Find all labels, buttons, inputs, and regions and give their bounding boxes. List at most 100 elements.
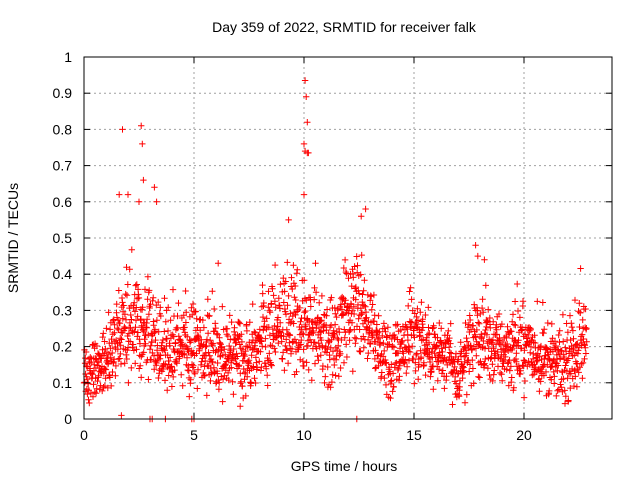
data-point <box>456 383 463 391</box>
data-point <box>206 312 213 319</box>
data-point <box>404 336 412 344</box>
data-point <box>509 345 516 352</box>
data-point <box>145 376 152 383</box>
data-point <box>351 334 359 341</box>
data-point <box>117 360 125 368</box>
data-point <box>463 338 471 345</box>
data-point <box>406 348 414 356</box>
data-point <box>343 341 350 348</box>
data-point <box>576 364 583 371</box>
y-tick-label: 0.3 <box>53 302 73 318</box>
data-point <box>411 334 418 341</box>
data-point <box>151 326 159 333</box>
data-point <box>540 372 548 379</box>
data-point <box>480 337 487 345</box>
data-point <box>536 388 543 395</box>
data-point <box>561 387 568 394</box>
data-point <box>321 379 328 387</box>
data-point <box>209 340 217 347</box>
data-point <box>383 334 390 341</box>
data-point <box>357 348 364 355</box>
data-point <box>355 315 362 322</box>
data-point <box>109 317 117 324</box>
data-point <box>151 366 158 373</box>
data-point <box>166 342 173 349</box>
data-point <box>571 366 578 374</box>
data-point <box>556 327 563 334</box>
data-point <box>562 362 569 369</box>
data-point <box>167 317 174 324</box>
data-point <box>114 325 121 332</box>
data-point <box>137 315 145 323</box>
data-point <box>155 374 162 382</box>
data-point <box>146 304 153 312</box>
data-point <box>244 373 251 380</box>
data-point <box>422 371 429 379</box>
data-point <box>555 331 562 339</box>
data-point <box>548 320 555 328</box>
data-point <box>108 382 115 390</box>
data-point <box>415 376 422 383</box>
data-point <box>278 338 285 345</box>
data-point <box>360 344 367 351</box>
data-point <box>300 140 308 148</box>
data-point <box>104 384 111 392</box>
data-point <box>125 379 132 386</box>
data-point <box>265 324 272 331</box>
data-point <box>481 256 488 263</box>
data-point <box>155 298 162 306</box>
data-point <box>343 270 350 277</box>
data-point <box>188 361 196 368</box>
data-point <box>466 361 474 368</box>
data-point <box>86 399 93 407</box>
data-point <box>300 346 307 353</box>
data-point <box>281 288 288 295</box>
data-point <box>259 290 266 297</box>
data-point <box>367 340 374 348</box>
y-tick-label: 0.5 <box>53 230 73 246</box>
data-point <box>515 337 522 344</box>
data-point <box>203 342 210 350</box>
data-point <box>414 317 422 324</box>
data-point <box>95 372 102 379</box>
data-point <box>305 366 312 374</box>
data-point <box>326 356 333 363</box>
grid-lines <box>84 57 612 419</box>
data-point <box>527 326 534 333</box>
data-point <box>443 373 450 380</box>
data-point <box>260 299 267 307</box>
data-point <box>560 338 567 345</box>
data-point <box>230 345 237 353</box>
data-point <box>102 345 109 353</box>
data-point <box>290 280 298 287</box>
data-point <box>405 302 412 310</box>
data-point <box>455 393 463 400</box>
data-point <box>236 320 244 327</box>
data-point <box>203 336 211 343</box>
data-point <box>259 281 266 289</box>
data-point <box>426 330 433 337</box>
data-point <box>266 307 273 314</box>
data-point <box>282 311 290 318</box>
data-point <box>441 385 448 392</box>
data-point <box>316 329 324 336</box>
data-point <box>554 367 561 374</box>
data-point <box>525 358 532 365</box>
data-point <box>139 140 146 148</box>
data-point <box>159 336 167 344</box>
data-point <box>466 368 473 375</box>
data-point <box>223 331 230 338</box>
data-point <box>417 347 424 354</box>
data-point <box>377 339 384 346</box>
data-point <box>161 347 168 354</box>
data-point <box>561 356 568 363</box>
data-point <box>340 310 347 317</box>
data-point <box>348 319 356 326</box>
data-point <box>237 378 245 385</box>
data-point <box>579 375 586 382</box>
data-point <box>134 313 141 320</box>
y-tick-label: 1 <box>64 49 72 65</box>
data-point <box>249 300 256 308</box>
data-point <box>565 397 572 404</box>
data-point <box>94 377 101 385</box>
